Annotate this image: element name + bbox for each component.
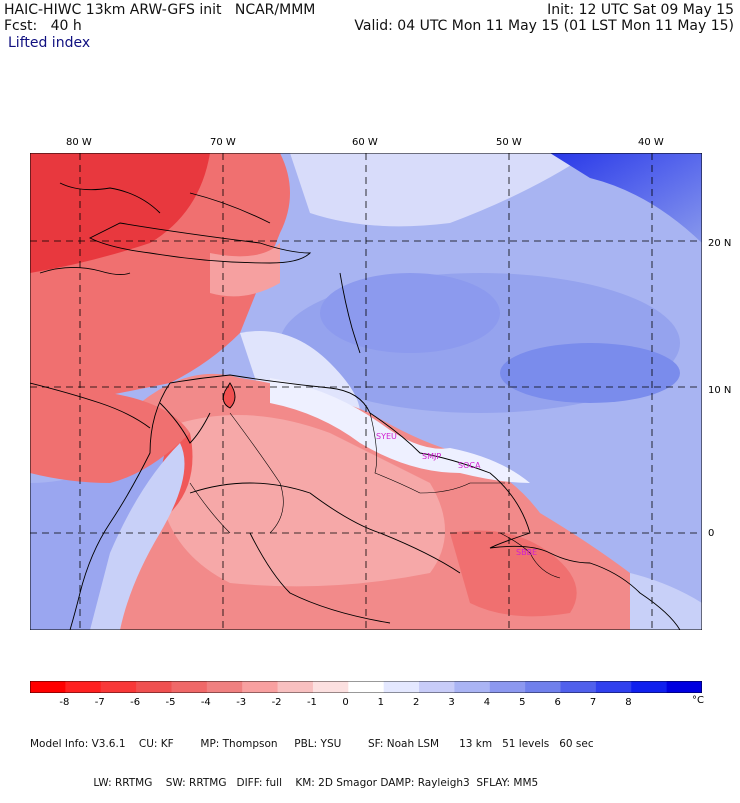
legend-tick-7: -1 — [306, 697, 317, 708]
legend-tick-10: 2 — [413, 697, 420, 708]
lifted-index-map: SYEU SMJP SOCA SBBE — [30, 153, 702, 630]
footer-line-2: LW: RRTMG SW: RRTMG DIFF: full KM: 2D Sm… — [30, 777, 539, 789]
country-borders — [189, 412, 561, 579]
lon-label-50w: 50 W — [496, 137, 522, 148]
legend-tick-11: 3 — [448, 697, 455, 708]
legend-swatch-0 — [30, 681, 66, 693]
lon-label-70w: 70 W — [210, 137, 236, 148]
legend-swatch-10 — [383, 681, 420, 693]
legend-tick-1: -7 — [94, 697, 105, 708]
legend-swatch-1 — [65, 681, 102, 693]
legend-swatch-15 — [560, 681, 597, 693]
legend-swatch-18 — [666, 681, 702, 693]
legend-swatch-9 — [348, 681, 385, 693]
legend-swatch-16 — [595, 681, 632, 693]
model-title: HAIC-HIWC 13km ARW-GFS init NCAR/MMM — [4, 2, 316, 18]
legend-tick-5: -3 — [236, 697, 247, 708]
forecast-hour: Fcst: 40 h — [4, 18, 82, 34]
station-soca: SOCA — [458, 461, 481, 470]
legend-swatch-2 — [100, 681, 137, 693]
legend-tick-12: 4 — [483, 697, 491, 708]
lat-label-20n: 20 N — [708, 238, 732, 249]
legend-tick-16: 8 — [625, 697, 632, 708]
station-smjp: SMJP — [422, 452, 441, 461]
legend-swatch-17 — [631, 681, 668, 693]
legend-tick-6: -2 — [271, 697, 282, 708]
legend-swatch-11 — [419, 681, 455, 693]
lon-label-60w: 60 W — [352, 137, 378, 148]
lat-label-10n: 10 N — [708, 385, 732, 396]
legend-tick-8: 0 — [342, 697, 349, 708]
legend-tick-3: -5 — [165, 697, 176, 708]
legend-swatch-12 — [454, 681, 491, 693]
legend-swatch-8 — [312, 681, 349, 693]
legend-tick-13: 5 — [519, 697, 526, 708]
coastlines — [30, 182, 681, 630]
color-legend — [30, 681, 702, 693]
legend-tick-0: -8 — [59, 697, 70, 708]
legend-unit: °C — [692, 695, 704, 706]
legend-swatch-13 — [489, 681, 526, 693]
init-time: Init: 12 UTC Sat 09 May 15 — [547, 2, 734, 18]
legend-swatch-5 — [206, 681, 243, 693]
legend-tick-2: -6 — [130, 697, 141, 708]
lon-label-40w: 40 W — [638, 137, 664, 148]
station-sbbe: SBBE — [516, 548, 537, 557]
legend-swatch-4 — [171, 681, 208, 693]
valid-time: Valid: 04 UTC Mon 11 May 15 (01 LST Mon … — [354, 18, 734, 34]
legend-tick-4: -4 — [200, 697, 211, 708]
field-name: Lifted index — [8, 35, 91, 51]
station-syeu: SYEU — [376, 432, 397, 441]
legend-tick-14: 6 — [554, 697, 561, 708]
strong-positive-region — [550, 153, 702, 243]
legend-swatch-14 — [525, 681, 562, 693]
legend-swatch-6 — [242, 681, 279, 693]
legend-swatch-3 — [136, 681, 172, 693]
legend-tick-9: 1 — [377, 697, 385, 708]
lat-label-0: 0 — [708, 528, 715, 539]
model-info-footer: Model Info: V3.6.1 CU: KF MP: Thompson P… — [30, 712, 720, 803]
legend-swatch-7 — [277, 681, 314, 693]
lat-lon-grid — [30, 153, 702, 630]
lon-label-80w: 80 W — [66, 137, 92, 148]
legend-tick-15: 7 — [589, 697, 597, 708]
